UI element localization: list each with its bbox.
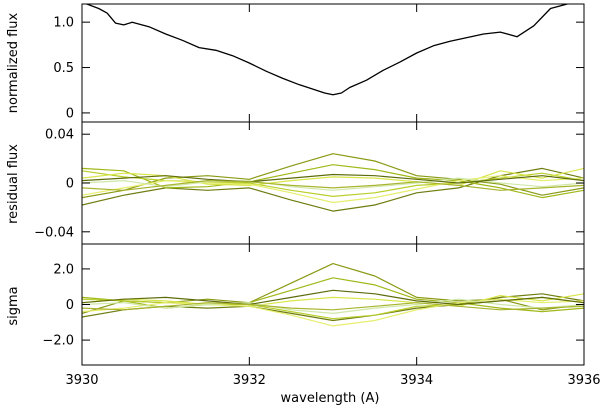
x-axis-title: wavelength (A) (281, 391, 380, 406)
bottom-panel-series-line-5 (82, 293, 584, 307)
bottom-panel-series-line-9 (82, 302, 584, 311)
bottom-panel-series-line-6 (82, 298, 584, 327)
bottom-panel-series-line-8 (82, 289, 584, 306)
middle-panel-series-line-6 (82, 175, 584, 204)
x-axis-tick-label: 3932 (233, 373, 266, 388)
middle-panel-frame (81, 121, 585, 245)
bottom-panel-ytick-label: −2.0 (42, 334, 74, 349)
x-axis-tick-label: 3934 (400, 373, 433, 388)
middle-panel-series-line-3 (82, 164, 584, 199)
top-panel-ylabel: normalized flux (6, 12, 21, 113)
middle-panel-series-line-1 (82, 153, 584, 199)
top-panel-ytick-label: 1.0 (53, 16, 74, 31)
middle-panel-series-line-9 (82, 180, 584, 191)
middle-panel-series-line-8 (82, 173, 584, 184)
top-panel-ytick-label: 0.5 (53, 61, 74, 76)
bottom-panel-ytick-label: 0 (66, 298, 74, 313)
middle-panel-ytick-label: 0 (66, 177, 74, 192)
middle-panel-ylabel: residual flux (6, 144, 21, 224)
top-panel-series-line-1 (84, 4, 568, 96)
middle-panel-series-line-7 (82, 177, 584, 191)
x-axis-tick-label: 3936 (567, 373, 600, 388)
bottom-panel-series-line-7 (82, 298, 584, 314)
middle-panel-ytick-label: 0.04 (45, 128, 74, 143)
bottom-panel-series-line-1 (82, 263, 584, 314)
bottom-panel-ylabel: sigma (6, 286, 21, 325)
x-axis-tick-label: 3930 (65, 373, 98, 388)
bottom-panel-ytick-label: 2.0 (53, 262, 74, 277)
middle-panel-ytick-label: −0.04 (34, 225, 74, 240)
bottom-panel-frame (81, 243, 585, 366)
top-panel-ytick-label: 0 (66, 106, 74, 121)
top-panel-frame (81, 3, 585, 123)
